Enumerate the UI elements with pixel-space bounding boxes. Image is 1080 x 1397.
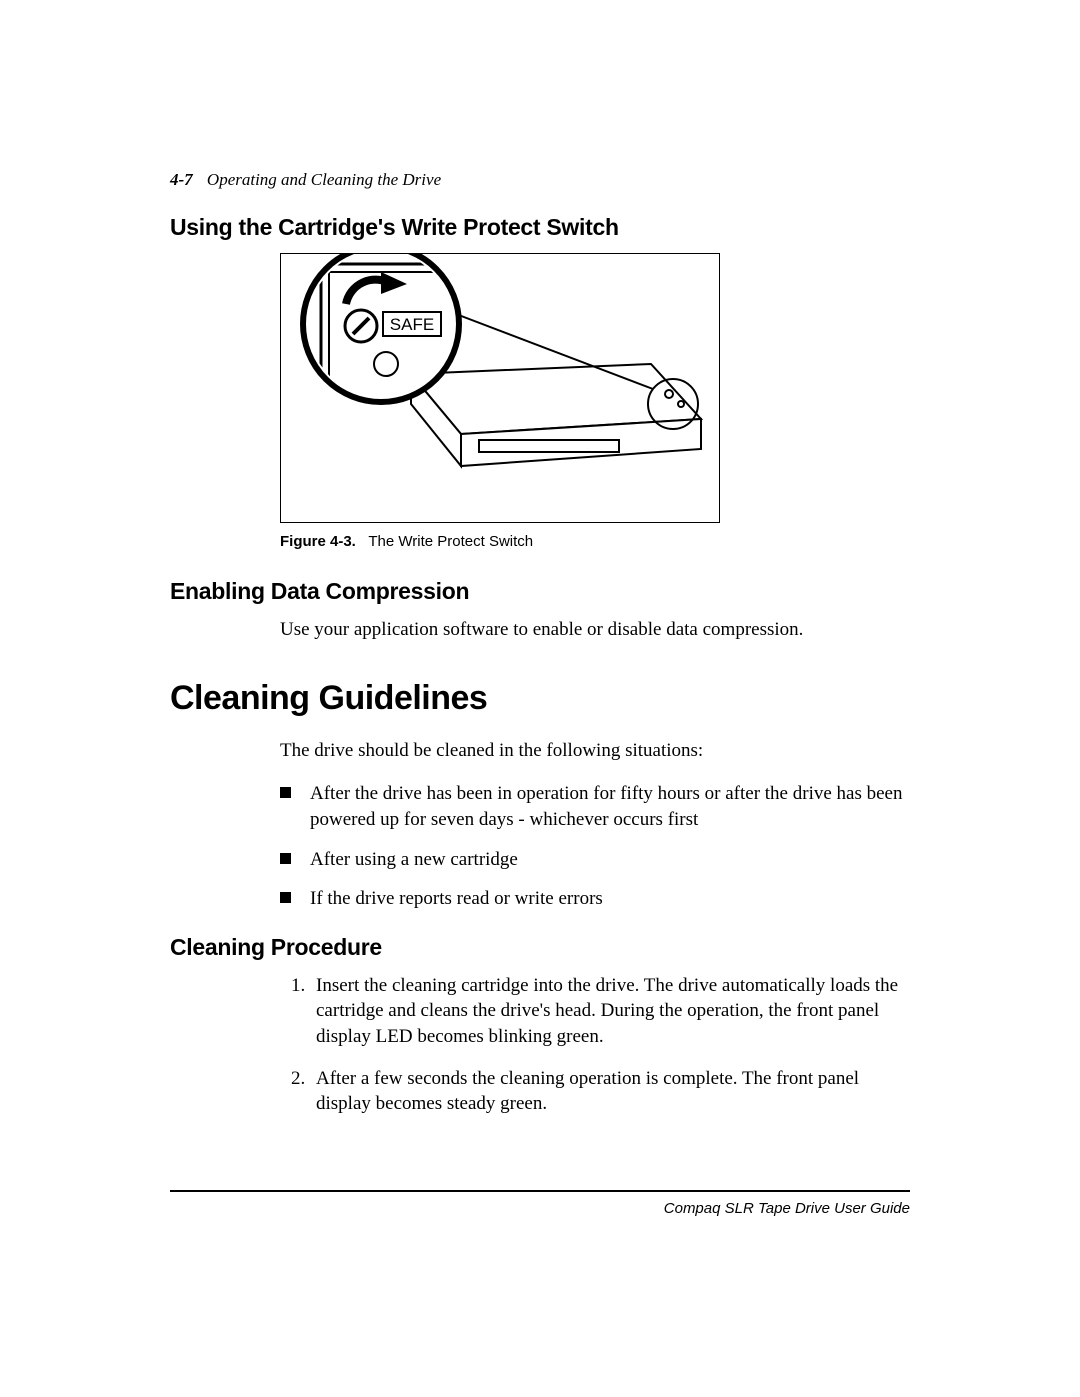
chapter-title: Operating and Cleaning the Drive (207, 170, 441, 189)
heading-write-protect: Using the Cartridge's Write Protect Swit… (170, 214, 910, 241)
figure-write-protect: SAFE (280, 253, 720, 523)
list-item: Insert the cleaning cartridge into the d… (310, 973, 910, 1050)
figure-caption: Figure 4-3. The Write Protect Switch (280, 533, 910, 550)
running-head: 4-7 Operating and Cleaning the Drive (170, 170, 910, 190)
footer-text: Compaq SLR Tape Drive User Guide (664, 1200, 910, 1217)
list-item: If the drive reports read or write error… (280, 886, 910, 912)
heading-cleaning: Cleaning Guidelines (170, 679, 910, 718)
write-protect-diagram: SAFE (281, 254, 720, 523)
procedure-steps: Insert the cleaning cartridge into the d… (310, 973, 910, 1117)
footer-rule (170, 1190, 910, 1192)
heading-procedure: Cleaning Procedure (170, 934, 910, 961)
list-item: After the drive has been in operation fo… (280, 781, 910, 832)
page-number: 4-7 (170, 170, 193, 189)
figure-label: Figure 4-3. (280, 533, 356, 550)
safe-label: SAFE (390, 315, 434, 334)
list-item: After using a new cartridge (280, 847, 910, 873)
compression-body: Use your application software to enable … (280, 617, 910, 643)
figure-caption-text: The Write Protect Switch (368, 533, 533, 550)
heading-compression: Enabling Data Compression (170, 578, 910, 605)
cleaning-bullets: After the drive has been in operation fo… (280, 781, 910, 912)
page-content: 4-7 Operating and Cleaning the Drive Usi… (170, 170, 910, 1133)
cleaning-intro: The drive should be cleaned in the follo… (280, 738, 910, 764)
list-item: After a few seconds the cleaning operati… (310, 1066, 910, 1117)
